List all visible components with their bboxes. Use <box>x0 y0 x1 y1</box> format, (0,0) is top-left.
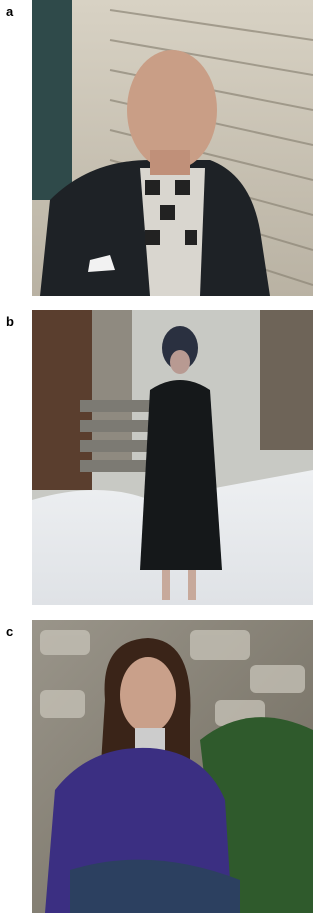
photo <box>32 310 313 605</box>
panel-label: a <box>6 4 14 19</box>
page: a b c <box>0 0 313 913</box>
photo <box>32 620 313 913</box>
photo <box>32 0 313 296</box>
figure: a b c <box>0 0 313 913</box>
panel-label: c <box>6 624 13 639</box>
panel-label: b <box>6 314 14 329</box>
